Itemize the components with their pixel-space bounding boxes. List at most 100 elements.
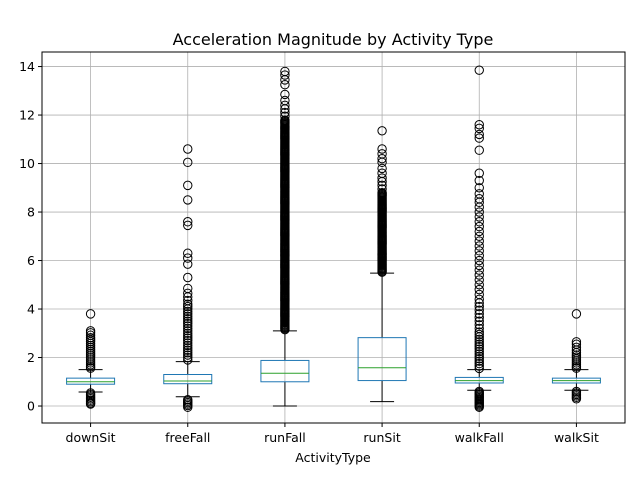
outlier-point bbox=[474, 356, 484, 366]
outlier-point bbox=[280, 70, 290, 80]
outlier-point bbox=[280, 107, 290, 118]
outlier-point bbox=[474, 65, 484, 75]
outlier-point bbox=[474, 212, 484, 222]
outlier-point bbox=[85, 309, 96, 319]
outlier-point bbox=[183, 316, 193, 326]
outlier-point bbox=[474, 168, 484, 178]
y-tick-label: 6 bbox=[27, 253, 35, 268]
outlier-point bbox=[183, 343, 193, 353]
outlier-point bbox=[183, 345, 193, 355]
outlier-point bbox=[183, 340, 193, 351]
outlier-point bbox=[183, 328, 193, 338]
outlier-point bbox=[280, 111, 290, 121]
outlier-point bbox=[474, 323, 484, 334]
outlier-point bbox=[474, 133, 484, 143]
box-walkSit bbox=[551, 309, 601, 404]
outlier-point bbox=[183, 314, 193, 324]
outlier-point bbox=[183, 248, 193, 258]
outlier-point bbox=[474, 361, 484, 371]
outlier-point bbox=[377, 184, 387, 194]
outlier-point bbox=[474, 294, 484, 305]
outlier-point bbox=[474, 241, 484, 251]
x-tick-label: runSit bbox=[363, 430, 400, 445]
outlier-point bbox=[474, 334, 484, 345]
outlier-point bbox=[474, 246, 484, 256]
outlier-point bbox=[474, 351, 484, 362]
outlier-point bbox=[377, 144, 387, 154]
outlier-point bbox=[377, 126, 387, 136]
outlier-point bbox=[474, 349, 484, 359]
box-iqr bbox=[163, 374, 213, 385]
outlier-point bbox=[474, 194, 484, 204]
outlier-point bbox=[183, 335, 193, 346]
outlier-point bbox=[183, 326, 193, 336]
outlier-point bbox=[474, 386, 484, 397]
outlier-point bbox=[183, 306, 193, 317]
outlier-point bbox=[474, 275, 484, 285]
outlier-point bbox=[183, 347, 193, 358]
outlier-point bbox=[85, 330, 96, 340]
outlier-point bbox=[474, 329, 484, 340]
outlier-point bbox=[474, 280, 484, 290]
outlier-point bbox=[474, 344, 484, 354]
outlier-point bbox=[183, 217, 193, 227]
box-iqr bbox=[66, 377, 116, 385]
outlier-point bbox=[474, 309, 484, 319]
y-tick-label: 8 bbox=[27, 205, 35, 220]
outlier-point bbox=[474, 354, 484, 364]
outlier-point bbox=[280, 115, 290, 125]
x-axis-label: ActivityType bbox=[295, 450, 371, 465]
outlier-point bbox=[571, 337, 582, 347]
outlier-point bbox=[474, 320, 484, 330]
outlier-point bbox=[377, 173, 387, 183]
outlier-point bbox=[474, 217, 484, 227]
outlier-point bbox=[85, 388, 96, 398]
outlier-point bbox=[474, 316, 484, 326]
outlier-point bbox=[474, 327, 484, 337]
outlier-point bbox=[377, 149, 387, 159]
outlier-point bbox=[183, 352, 193, 363]
outlier-point bbox=[474, 231, 484, 241]
outlier-point bbox=[377, 163, 387, 174]
outlier-point bbox=[183, 299, 193, 309]
outlier-point bbox=[377, 153, 387, 164]
y-tick-label: 12 bbox=[19, 108, 35, 123]
axes: 0 2 4 6 8 10 12 14 downSit freeFall runFall runSit w… bbox=[19, 59, 599, 445]
outlier-point bbox=[377, 168, 387, 178]
outlier-point bbox=[474, 260, 484, 271]
outlier-point bbox=[183, 157, 193, 168]
y-tick-label: 0 bbox=[27, 399, 35, 414]
outlier-point bbox=[280, 80, 290, 90]
outlier-point bbox=[571, 339, 582, 349]
outlier-point bbox=[183, 355, 193, 365]
box-iqr bbox=[260, 359, 310, 383]
y-tick-label: 4 bbox=[27, 302, 35, 317]
outlier-point bbox=[474, 312, 484, 323]
outlier-point bbox=[183, 180, 193, 191]
outlier-point bbox=[474, 284, 484, 295]
y-tick-label: 14 bbox=[19, 59, 35, 74]
x-tick-label: walkFall bbox=[455, 430, 504, 445]
outlier-point bbox=[474, 265, 484, 275]
outlier-point bbox=[85, 326, 96, 336]
outlier-point bbox=[474, 189, 484, 199]
x-tick-label: runFall bbox=[264, 430, 306, 445]
outlier-point bbox=[183, 318, 193, 329]
box-freeFall bbox=[163, 144, 213, 412]
box-walkFall bbox=[454, 65, 504, 412]
outlier-point bbox=[183, 259, 193, 269]
outlier-point bbox=[474, 175, 484, 186]
outlier-point bbox=[183, 144, 193, 154]
outlier-point bbox=[474, 289, 484, 300]
outlier-point bbox=[280, 89, 290, 100]
outlier-point bbox=[85, 332, 96, 343]
plot-area bbox=[66, 65, 601, 412]
outlier-point bbox=[183, 272, 193, 283]
outlier-point bbox=[474, 341, 484, 352]
x-tick-label: freeFall bbox=[165, 430, 210, 445]
outlier-point bbox=[280, 100, 290, 111]
outlier-point bbox=[183, 350, 193, 360]
outlier-point bbox=[183, 309, 193, 319]
outlier-point bbox=[183, 333, 193, 343]
